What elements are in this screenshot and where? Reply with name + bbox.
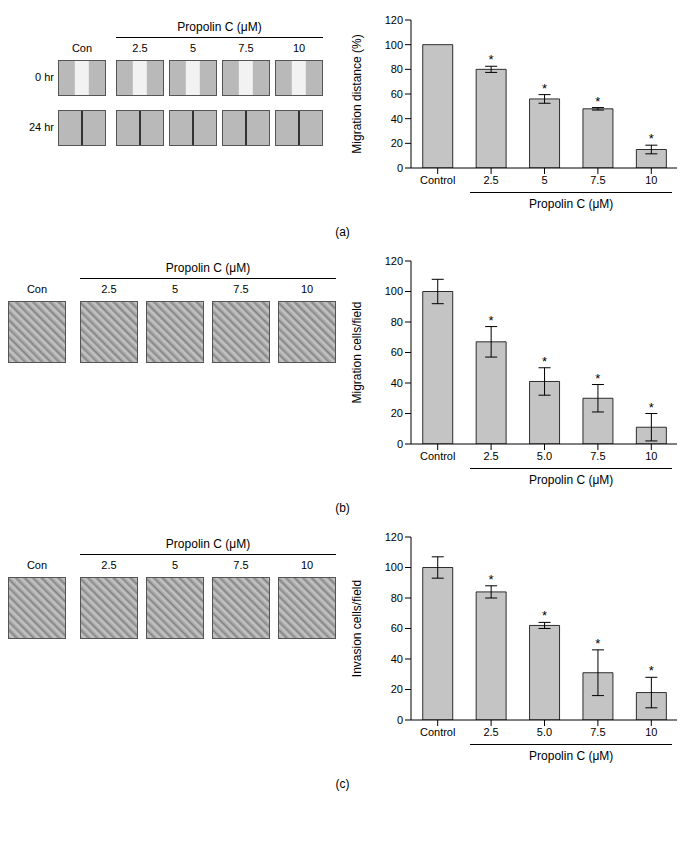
- svg-text:20: 20: [391, 137, 403, 149]
- svg-text:10: 10: [645, 726, 657, 738]
- svg-text:20: 20: [391, 407, 403, 419]
- html-text:Propolin C (μM): Propolin C (μM): [529, 749, 614, 763]
- html-text:Propolin C (μM): Propolin C (μM): [529, 473, 614, 487]
- svg-text:5: 5: [541, 174, 547, 186]
- html-text:(b): (b): [335, 501, 350, 515]
- html-text:0 hr: 0 hr: [35, 71, 54, 83]
- svg-text:*: *: [595, 94, 600, 109]
- html-text:Con: Con: [26, 283, 48, 295]
- svg-text:100: 100: [385, 39, 403, 51]
- html-text:Con: Con: [71, 42, 93, 54]
- svg-text:120: 120: [385, 14, 403, 26]
- html-text:Propolin C (μM): Propolin C (μM): [165, 261, 251, 275]
- html-text:10: 10: [292, 42, 306, 54]
- svg-text:7.5: 7.5: [590, 450, 605, 462]
- svg-text:*: *: [542, 354, 547, 369]
- html-text:7.5: 7.5: [233, 559, 249, 571]
- svg-text:0: 0: [397, 438, 403, 450]
- html-text:Propolin C (μM): Propolin C (μM): [529, 197, 614, 211]
- svg-text:2.5: 2.5: [483, 174, 498, 186]
- html-text:2.5: 2.5: [132, 42, 148, 54]
- html-text:2.5: 2.5: [101, 283, 117, 295]
- html-text:Propolin C (μM): Propolin C (μM): [177, 20, 262, 34]
- html-text:5: 5: [171, 283, 179, 295]
- svg-text:5.0: 5.0: [537, 726, 552, 738]
- svg-text:40: 40: [391, 113, 403, 125]
- svg-text:*: *: [489, 572, 494, 587]
- svg-text:10: 10: [645, 450, 657, 462]
- svg-text:40: 40: [391, 377, 403, 389]
- svg-text:0: 0: [397, 714, 403, 726]
- svg-text:0: 0: [397, 162, 403, 174]
- svg-text:Control: Control: [420, 450, 455, 462]
- html-text:(a): (a): [335, 225, 350, 239]
- html-text:7.5: 7.5: [238, 42, 254, 54]
- svg-text:10: 10: [645, 174, 657, 186]
- svg-text:*: *: [542, 608, 547, 623]
- svg-text:60: 60: [391, 346, 403, 358]
- svg-text:100: 100: [385, 561, 403, 573]
- svg-text:*: *: [649, 400, 654, 415]
- svg-text:2.5: 2.5: [483, 450, 498, 462]
- html-text:(c): (c): [335, 777, 350, 791]
- svg-text:80: 80: [391, 316, 403, 328]
- svg-text:60: 60: [391, 88, 403, 100]
- svg-text:Control: Control: [420, 726, 455, 738]
- html-text:Propolin C (μM): Propolin C (μM): [165, 537, 251, 551]
- html-text:10: 10: [300, 559, 314, 571]
- svg-text:*: *: [649, 663, 654, 678]
- svg-text:20: 20: [391, 683, 403, 695]
- svg-text:80: 80: [391, 592, 403, 604]
- svg-text:Invasion cells/field: Invasion cells/field: [350, 580, 364, 677]
- svg-text:120: 120: [385, 255, 403, 267]
- svg-text:Migration cells/field: Migration cells/field: [350, 301, 364, 403]
- html-text:5: 5: [171, 559, 179, 571]
- svg-text:*: *: [595, 371, 600, 386]
- svg-text:Control: Control: [420, 174, 455, 186]
- svg-text:*: *: [489, 313, 494, 328]
- svg-text:7.5: 7.5: [590, 174, 605, 186]
- svg-text:40: 40: [391, 653, 403, 665]
- html-text:10: 10: [300, 283, 314, 295]
- svg-text:80: 80: [391, 63, 403, 75]
- svg-text:Migration distance (%): Migration distance (%): [350, 34, 364, 153]
- svg-text:120: 120: [385, 531, 403, 543]
- html-text:Con: Con: [26, 559, 48, 571]
- svg-text:100: 100: [385, 285, 403, 297]
- html-text:24 hr: 24 hr: [28, 121, 54, 133]
- svg-text:60: 60: [391, 622, 403, 634]
- html-text:2.5: 2.5: [101, 559, 117, 571]
- html-text:5: 5: [189, 42, 197, 54]
- svg-text:*: *: [489, 52, 494, 67]
- html-text:7.5: 7.5: [233, 283, 249, 295]
- svg-text:7.5: 7.5: [590, 726, 605, 738]
- svg-text:*: *: [595, 636, 600, 651]
- svg-text:5.0: 5.0: [537, 450, 552, 462]
- svg-text:*: *: [542, 81, 547, 96]
- svg-text:*: *: [649, 131, 654, 146]
- svg-text:2.5: 2.5: [483, 726, 498, 738]
